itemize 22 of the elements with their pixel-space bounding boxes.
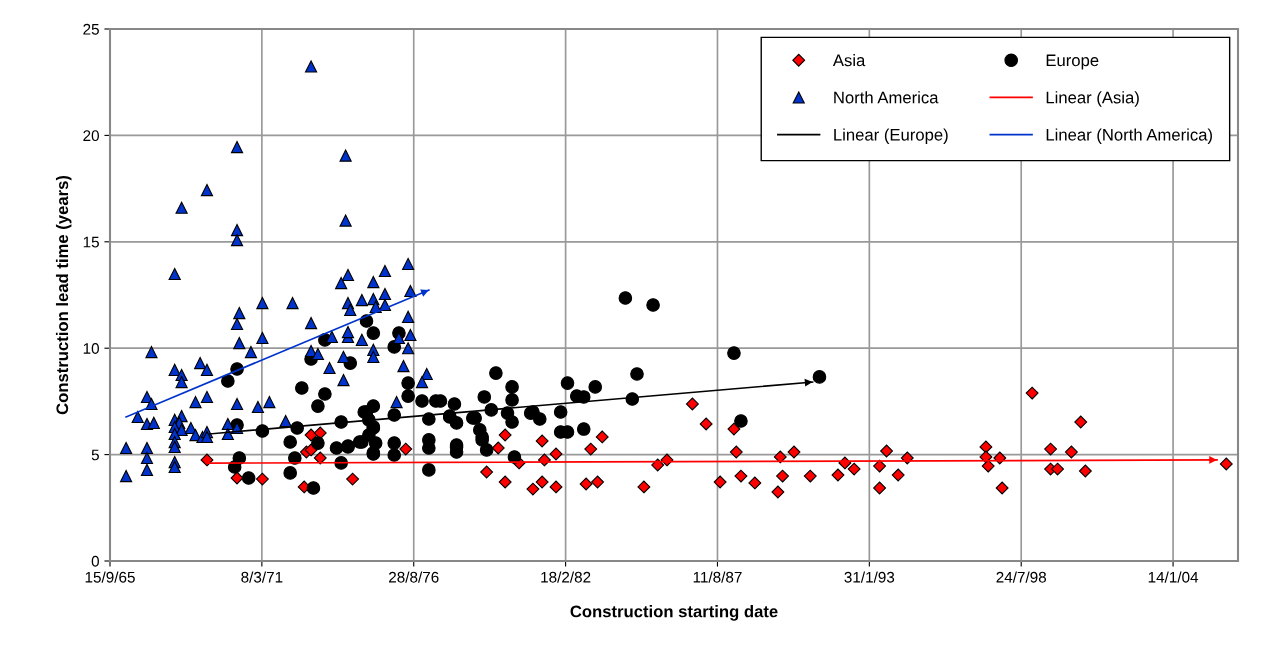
x-tick-label: 18/2/82 [541,571,591,583]
y-axis-title: Construction lead time (years) [55,175,72,415]
x-tick-label: 28/8/76 [389,571,439,583]
y-tick-label: 25 [83,23,99,35]
x-tick-label: 14/1/04 [1148,571,1199,583]
x-tick-label: 31/1/93 [844,571,895,583]
y-tick-label: 15 [83,236,99,248]
legend-label: Linear (North America) [1046,128,1212,144]
legend-label: Linear (Europe) [834,128,948,144]
x-tick-label: 15/9/65 [85,571,135,583]
legend-label: North America [834,91,939,104]
x-tick-label: 24/7/98 [996,571,1047,583]
legend-label: Asia [832,54,866,67]
y-tick-label: 0 [91,555,99,567]
y-tick-label: 10 [83,343,99,354]
y-tick-label: 20 [83,130,99,142]
y-tick-label: 5 [91,449,99,461]
legend-label: Europe [1046,54,1099,70]
x-tick-label: 8/3/71 [241,571,283,583]
legend-label: Linear (Asia) [1046,91,1139,107]
x-tick-label: 11/8/87 [693,571,742,583]
x-axis-title: Construction starting date [570,605,778,621]
